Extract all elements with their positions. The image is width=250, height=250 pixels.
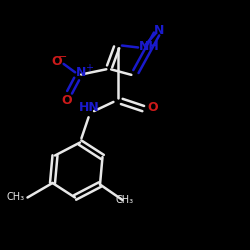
Text: HN: HN bbox=[78, 101, 99, 114]
Text: O: O bbox=[148, 101, 158, 114]
Text: O: O bbox=[51, 55, 62, 68]
Text: NH: NH bbox=[139, 40, 160, 53]
Text: N: N bbox=[76, 66, 86, 78]
Text: N: N bbox=[154, 24, 164, 36]
Text: +: + bbox=[85, 63, 93, 73]
Text: −: − bbox=[58, 52, 67, 62]
Text: CH₃: CH₃ bbox=[7, 192, 25, 202]
Text: O: O bbox=[61, 94, 72, 107]
Text: CH₃: CH₃ bbox=[116, 195, 134, 205]
